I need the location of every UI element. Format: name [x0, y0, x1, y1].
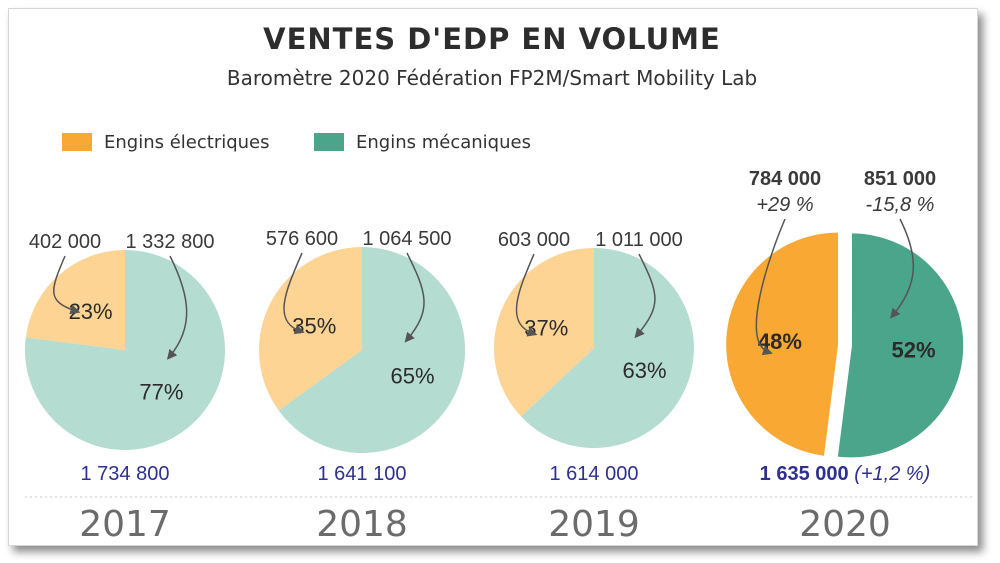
arrow-mechanical — [890, 218, 915, 319]
pie-slice-electric — [493, 247, 594, 417]
value-label-electric: 402 000 — [29, 231, 101, 253]
pie-pct-mechanical: 52% — [891, 337, 935, 362]
value-label-mechanical: 1 011 000 — [595, 229, 683, 251]
legend-label-electric: Engins électriques — [104, 131, 270, 153]
year-label: 2017 — [79, 504, 171, 545]
arrow-electric — [283, 252, 305, 335]
year-label: 2018 — [316, 504, 408, 545]
pie-slice-mechanical — [278, 246, 466, 454]
value-label-mechanical: 1 332 800 — [126, 231, 215, 253]
value-label-electric: 576 600 — [266, 228, 338, 250]
value-label-electric: 784 000 — [749, 168, 821, 190]
pie-pct-electric: 35% — [292, 314, 336, 339]
legend-label-mechanical: Engins mécaniques — [356, 131, 531, 153]
value-label-mechanical: 1 064 500 — [363, 228, 452, 250]
total-label: 1 614 000 — [550, 463, 639, 485]
change-label-electric: +29 % — [756, 194, 813, 216]
pie-slice-mechanical — [837, 233, 964, 458]
legend-item-mechanical: Engins mécaniques — [314, 131, 531, 153]
total-change: (+1,2 %) — [854, 463, 930, 485]
change-label-mechanical: -15,8 % — [866, 194, 935, 216]
arrow-mechanical — [634, 253, 656, 339]
chart-subtitle: Baromètre 2020 Fédération FP2M/Smart Mob… — [226, 66, 758, 90]
arrow-mechanical — [166, 255, 188, 360]
legend-item-electric: Engins électriques — [62, 131, 270, 153]
pie-pct-mechanical: 63% — [622, 358, 666, 383]
arrow-electric — [755, 218, 786, 356]
legend-swatch-electric — [62, 133, 92, 151]
arrow-mechanical — [404, 252, 425, 343]
total-label: 1 641 100 — [318, 463, 407, 485]
pie-slice-electric — [25, 250, 125, 350]
arrow-electric — [53, 255, 81, 315]
total-label: 1 635 000 (+1,2 %) — [760, 463, 931, 485]
pie-slice-electric — [259, 247, 362, 411]
pie-slice-mechanical — [25, 250, 226, 450]
total-value: 1 635 000 — [760, 463, 855, 485]
pie-pct-mechanical: 65% — [390, 364, 434, 389]
total-label: 1 734 800 — [81, 463, 170, 485]
pie-slice-mechanical — [521, 248, 694, 448]
legend-swatch-mechanical — [314, 133, 344, 151]
year-label: 2019 — [548, 504, 640, 545]
value-label-mechanical: 851 000 — [864, 168, 936, 190]
chart-title: VENTES D'EDP EN VOLUME — [263, 22, 721, 56]
pie-slice-electric — [726, 232, 839, 456]
year-label: 2020 — [799, 504, 891, 545]
value-label-electric: 603 000 — [498, 229, 570, 251]
pie-pct-electric: 37% — [524, 315, 568, 340]
arrow-electric — [515, 253, 538, 337]
pie-pct-mechanical: 77% — [139, 379, 183, 404]
